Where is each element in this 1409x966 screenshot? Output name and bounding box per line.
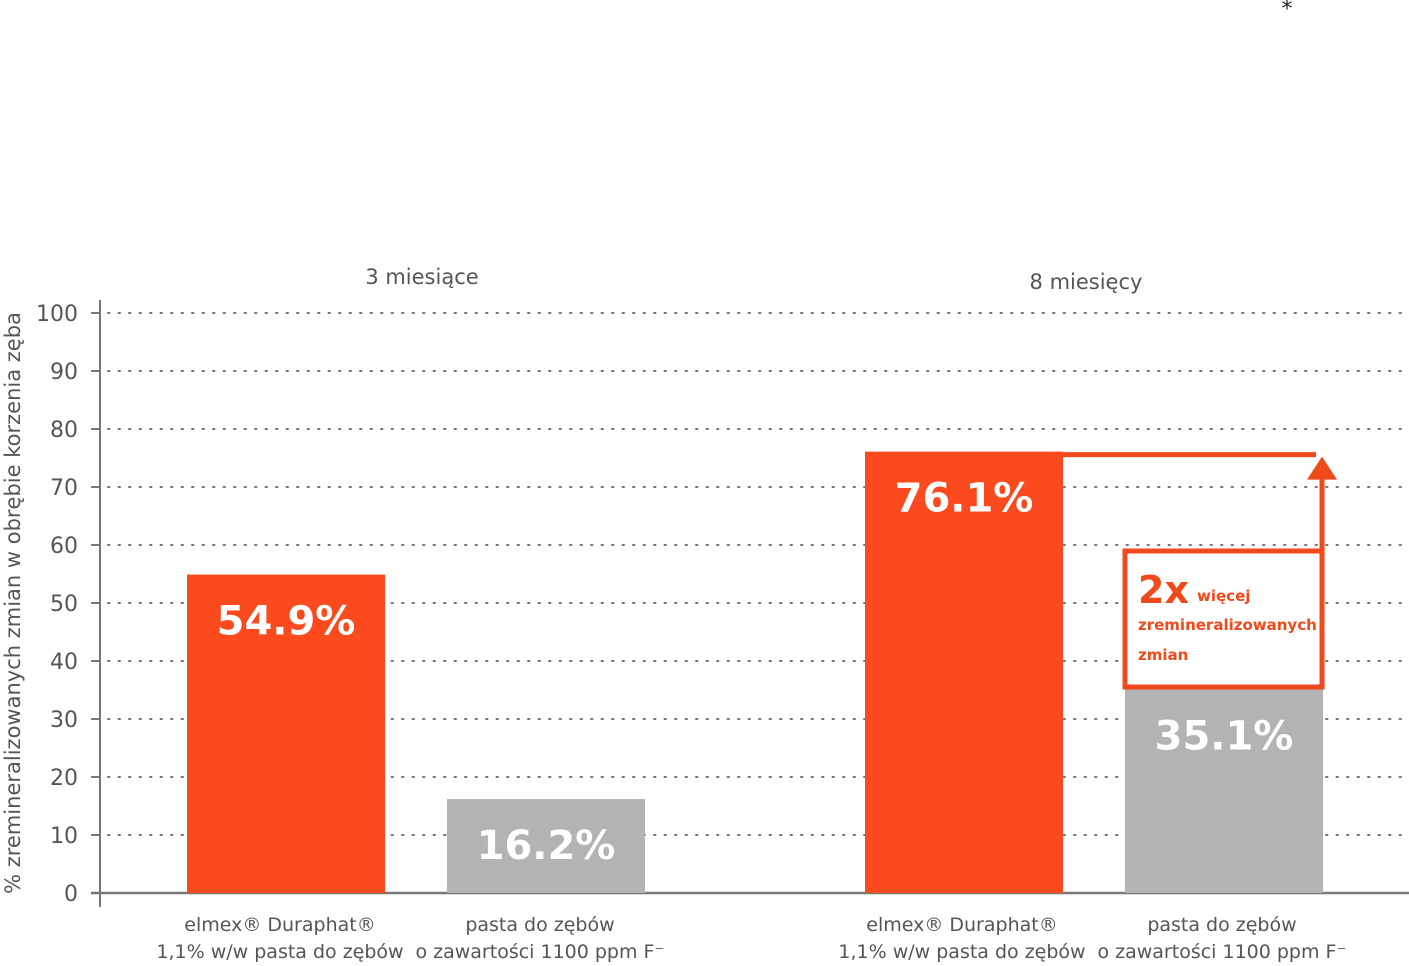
bar: [865, 451, 1063, 893]
category-label-line1: pasta do zębów: [465, 914, 614, 936]
footnote-marker: *: [1282, 0, 1293, 22]
bar-value-label: 54.9%: [217, 599, 356, 645]
labels-layer: 3 miesiące 54.9% elmex® Duraphat® 1,1% w/w …: [156, 265, 1346, 963]
y-tick-label: 20: [50, 766, 78, 791]
callout-multiplier: 2x: [1138, 568, 1189, 612]
axis-layer: 0 10 20 30 40 50 60 70 80 90 100: [36, 300, 1409, 907]
group-title: 3 miesiące: [365, 265, 478, 289]
category-label-line2: o zawartości 1100 ppm F⁻: [1097, 941, 1346, 963]
grid-layer: [107, 312, 1409, 836]
callout-text-line2: zremineralizowanych: [1138, 616, 1317, 634]
y-tick-label: 40: [50, 650, 78, 675]
category-label-line2: 1,1% w/w pasta do zębów: [838, 941, 1085, 963]
category-label-line2: o zawartości 1100 ppm F⁻: [415, 941, 664, 963]
bar: [447, 799, 645, 893]
y-tick-label: 60: [50, 534, 78, 559]
callout-layer: 2x więcej zremineralizowanych zmian: [1063, 452, 1337, 690]
y-tick-label: 0: [64, 882, 78, 907]
bar: [1125, 689, 1323, 893]
bar-value-label: 16.2%: [477, 823, 616, 869]
category-label-line1: elmex® Duraphat®: [866, 914, 1057, 936]
group-title: 8 miesięcy: [1030, 270, 1143, 294]
y-tick-label: 30: [50, 708, 78, 733]
callout-text-line3: zmian: [1138, 646, 1188, 664]
callout-text-line1: więcej: [1197, 587, 1250, 605]
bars-layer: [187, 451, 1323, 893]
y-tick-label: 80: [50, 418, 78, 443]
category-label-line2: 1,1% w/w pasta do zębów: [156, 941, 403, 963]
bar-value-label: 76.1%: [895, 476, 1034, 522]
y-axis-title: % zremineralizowanych zmian w obrębie ko…: [1, 312, 25, 894]
callout-box: [1122, 548, 1325, 690]
category-label-line1: elmex® Duraphat®: [184, 914, 375, 936]
bar: [187, 574, 385, 893]
callout-arrow-head: [1307, 456, 1337, 480]
y-tick-label: 100: [36, 302, 78, 327]
category-label-line1: pasta do zębów: [1147, 914, 1296, 936]
y-tick-label: 50: [50, 592, 78, 617]
bar-value-label: 35.1%: [1155, 713, 1294, 759]
y-tick-label: 10: [50, 824, 78, 849]
y-tick-label: 90: [50, 360, 78, 385]
y-tick-label: 70: [50, 476, 78, 501]
